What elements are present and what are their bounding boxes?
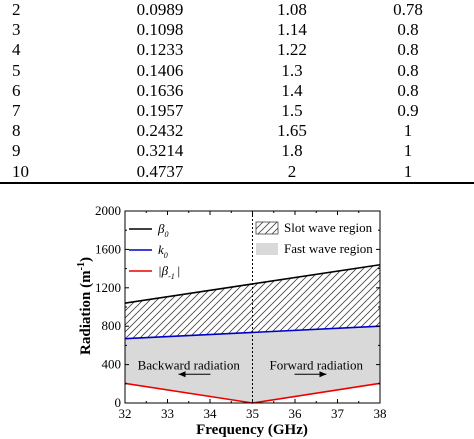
- table-cell: 1.4: [281, 80, 303, 100]
- slot-wave-swatch: [255, 221, 279, 235]
- table-cell: 8: [12, 121, 21, 141]
- x-tick-label: 38: [374, 406, 387, 421]
- table-cell: 0.8: [397, 80, 419, 100]
- y-axis-label-sup: -1: [76, 262, 87, 270]
- table-cell: 0.9: [397, 101, 419, 120]
- legend-sub: -1: [168, 272, 175, 281]
- table-cell: 2: [287, 161, 297, 181]
- legend-main: k: [158, 242, 164, 257]
- table-row: 9 0.3214 1.8 1: [0, 139, 474, 163]
- legend-k0-label: k0: [158, 242, 168, 260]
- table-cell: 0.1098: [136, 20, 184, 40]
- table-cell: 0.8: [397, 40, 419, 60]
- data-table: 2 0.0989 1.08 0.78 3 0.1098 1.14 0.8 4 0.1233 1.22…: [0, 0, 474, 184]
- y-tick-label: 1600: [95, 241, 121, 256]
- table-cell: 1.08: [277, 0, 307, 19]
- table-cell: 1.14: [277, 20, 307, 40]
- table-cell: 0.1406: [136, 60, 184, 80]
- table-row: 5 0.1406 1.3 0.8: [0, 59, 474, 83]
- legend-main: β: [157, 221, 165, 236]
- table-cell: 1.22: [277, 40, 307, 60]
- legend-main: |β: [158, 263, 169, 278]
- y-axis-label-close: ): [78, 257, 94, 262]
- y-tick-label: 400: [102, 357, 122, 372]
- table-cell: 9: [12, 141, 21, 161]
- y-tick-label: 0: [115, 395, 122, 410]
- table-cell: 0.8: [397, 20, 419, 40]
- table-row: 3 0.1098 1.14 0.8: [0, 18, 474, 42]
- table-cell: 6: [12, 80, 21, 100]
- fast-wave-swatch: [256, 243, 278, 255]
- table-cell: 4: [12, 40, 21, 60]
- fast-wave-label: Fast wave region: [284, 241, 373, 256]
- radiation-chart: Backward radiation Forward radiation 32 33…: [76, 203, 387, 438]
- x-tick-label: 37: [331, 406, 345, 421]
- slot-wave-region: [125, 264, 380, 339]
- table-cell: 0.1957: [136, 101, 184, 120]
- x-tick-label: 35: [246, 406, 259, 421]
- x-tick-label: 34: [204, 406, 218, 421]
- table-cell: 0.3214: [136, 141, 184, 161]
- x-tick-label: 32: [119, 406, 132, 421]
- legend-beta0-label: β0: [157, 221, 168, 239]
- table-row: 6 0.1636 1.4 0.8: [0, 79, 474, 103]
- y-tick-label: 800: [102, 318, 122, 333]
- table-cell: 7: [12, 101, 21, 120]
- y-axis-label-main: Radiation (m: [78, 270, 94, 355]
- table-bottom-rule: [0, 182, 474, 184]
- table-cell: 3: [12, 20, 21, 40]
- table-row: 8 0.2432 1.65 1: [0, 119, 474, 143]
- table-cell: 0.1233: [136, 40, 184, 60]
- table-row: 4 0.1233 1.22 0.8: [0, 38, 474, 62]
- table-cell: 10: [12, 161, 29, 181]
- table-cell: 0.0989: [136, 0, 184, 19]
- legend-sub: 0: [164, 251, 168, 260]
- table-row: 10 0.4737 2 1: [0, 160, 474, 184]
- legend-sub: 0: [164, 230, 168, 239]
- table-cell: 0.78: [393, 0, 423, 19]
- legend-close: |: [177, 263, 181, 278]
- table-row: 7 0.1957 1.5 0.9: [0, 99, 474, 123]
- forward-radiation-label: Forward radiation: [269, 358, 363, 373]
- table-cell: 0.2432: [136, 121, 184, 141]
- backward-radiation-label: Backward radiation: [138, 358, 241, 373]
- x-axis-label: Frequency (GHz): [196, 422, 308, 438]
- x-tick-label: 33: [161, 406, 174, 421]
- table-row: 2 0.0989 1.08 0.78: [0, 0, 474, 22]
- table-cell: 0.8: [397, 60, 419, 80]
- table-cell: 1: [403, 141, 413, 161]
- table-cell: 0.1636: [136, 80, 184, 100]
- y-axis-label: Radiation (m-1): [76, 257, 94, 355]
- table-cell: 1.65: [277, 121, 307, 141]
- table-cell: 0.4737: [136, 161, 184, 181]
- table-cell: 1.3: [281, 60, 303, 80]
- y-tick-label: 2000: [95, 203, 121, 218]
- legend-beta-minus1-label: |β-1 |: [158, 263, 180, 281]
- table-cell: 5: [12, 60, 21, 80]
- table-cell: 1: [403, 121, 413, 141]
- table-cell: 1: [403, 161, 413, 181]
- table-cell: 1.5: [281, 101, 303, 120]
- x-tick-label: 36: [289, 406, 303, 421]
- slot-wave-label: Slot wave region: [284, 220, 373, 235]
- table-cell: 1.8: [281, 141, 303, 161]
- y-tick-label: 1200: [95, 280, 121, 295]
- table-cell: 2: [12, 0, 21, 19]
